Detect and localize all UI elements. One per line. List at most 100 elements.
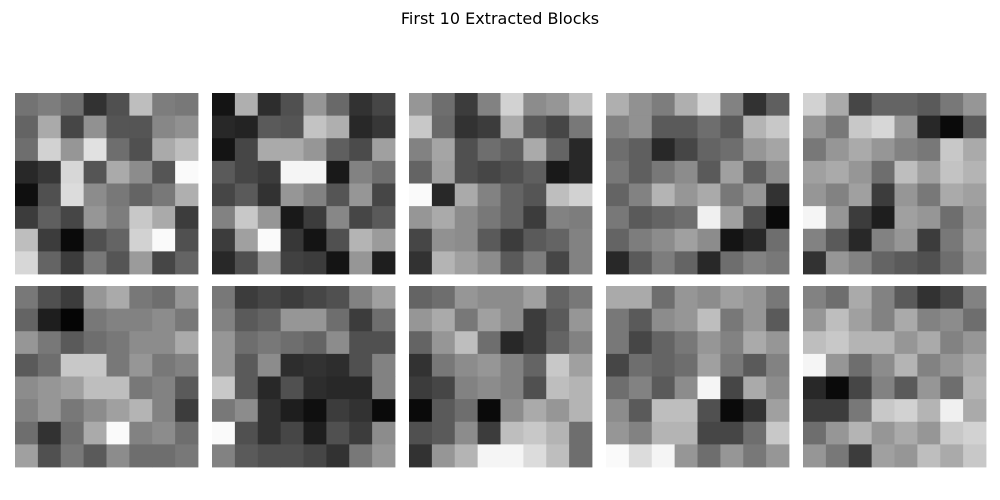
block-2-cell: [234, 93, 259, 117]
block-4-cell: [628, 93, 653, 117]
block-6-cell: [15, 353, 39, 377]
block-2-cell: [212, 183, 236, 207]
block-3-cell: [569, 251, 593, 275]
block-8-cell: [454, 421, 479, 445]
block-panel-8: [409, 286, 593, 468]
block-10-cell: [917, 399, 941, 423]
block-8-cell: [569, 308, 593, 332]
block-7-cell: [257, 308, 282, 332]
block-7-cell: [303, 286, 327, 310]
block-6-cell: [175, 286, 199, 310]
block-4-cell: [628, 160, 653, 184]
block-6-cell: [129, 444, 153, 468]
block-6-cell: [60, 444, 85, 468]
block-10-cell: [803, 286, 827, 310]
block-10-cell: [803, 444, 827, 468]
block-7-cell: [372, 286, 396, 310]
block-7-cell: [326, 376, 350, 400]
block-6-cell: [15, 399, 39, 423]
block-3-cell: [409, 251, 433, 275]
block-5-cell: [803, 251, 827, 275]
block-8-cell: [500, 399, 524, 423]
block-3-cell: [454, 183, 479, 207]
block-8-cell: [431, 286, 456, 310]
block-5-cell: [894, 93, 918, 117]
block-1-cell: [129, 93, 153, 117]
block-4-cell: [651, 115, 676, 139]
block-9-cell: [720, 308, 744, 332]
block-8-cell: [569, 331, 593, 355]
block-10-cell: [894, 399, 918, 423]
block-3-cell: [431, 183, 456, 207]
block-9-cell: [628, 331, 653, 355]
block-3-cell: [409, 160, 433, 184]
block-9-cell: [674, 331, 698, 355]
block-9-cell: [743, 331, 767, 355]
block-6-cell: [83, 399, 107, 423]
block-4-cell: [628, 115, 653, 139]
block-2-cell: [257, 183, 282, 207]
block-6-cell: [106, 421, 130, 445]
block-1-cell: [83, 93, 107, 117]
block-4-cell: [628, 138, 653, 162]
block-10-cell: [894, 286, 918, 310]
block-9-cell: [743, 286, 767, 310]
block-6-cell: [152, 286, 176, 310]
block-9-cell: [766, 444, 790, 468]
block-1-cell: [129, 115, 153, 139]
block-4-cell: [651, 160, 676, 184]
block-8-cell: [523, 331, 547, 355]
block-3-cell: [409, 93, 433, 117]
block-4-cell: [651, 183, 676, 207]
block-5-cell: [871, 93, 895, 117]
block-9-cell: [606, 376, 630, 400]
block-5-cell: [848, 93, 873, 117]
block-8-cell: [431, 376, 456, 400]
block-5-cell: [803, 93, 827, 117]
block-8-cell: [431, 399, 456, 423]
block-8-cell: [500, 444, 524, 468]
block-5-cell: [825, 160, 850, 184]
block-3-cell: [523, 160, 547, 184]
block-8-cell: [500, 308, 524, 332]
block-9-cell: [743, 444, 767, 468]
block-9-cell: [743, 399, 767, 423]
block-1-cell: [83, 160, 107, 184]
block-2-cell: [212, 93, 236, 117]
block-8-cell: [546, 331, 570, 355]
block-10-cell: [917, 331, 941, 355]
block-10-cell: [871, 376, 895, 400]
block-1-cell: [106, 183, 130, 207]
block-2-cell: [212, 228, 236, 252]
block-6-cell: [175, 421, 199, 445]
block-3-cell: [477, 206, 501, 230]
block-8-cell: [431, 308, 456, 332]
block-4-cell: [720, 138, 744, 162]
block-1-cell: [175, 115, 199, 139]
block-5-cell: [803, 138, 827, 162]
block-7-cell: [212, 376, 236, 400]
block-3-cell: [431, 115, 456, 139]
block-5-cell: [871, 160, 895, 184]
block-6-cell: [60, 399, 85, 423]
block-3-cell: [523, 251, 547, 275]
block-10-cell: [917, 286, 941, 310]
block-10-cell: [825, 376, 850, 400]
block-6-cell: [175, 376, 199, 400]
block-1-cell: [83, 206, 107, 230]
block-6-cell: [60, 353, 85, 377]
block-5-cell: [871, 251, 895, 275]
block-4-cell: [697, 206, 721, 230]
block-5-cell: [917, 115, 941, 139]
block-7-cell: [212, 331, 236, 355]
block-7-cell: [303, 421, 327, 445]
block-3-cell: [477, 93, 501, 117]
block-7-cell: [372, 353, 396, 377]
block-6-cell: [37, 286, 62, 310]
block-1-cell: [106, 228, 130, 252]
block-6-cell: [175, 331, 199, 355]
block-2-cell: [257, 228, 282, 252]
block-8-cell: [454, 353, 479, 377]
block-10-cell: [940, 286, 964, 310]
block-9-cell: [651, 286, 676, 310]
